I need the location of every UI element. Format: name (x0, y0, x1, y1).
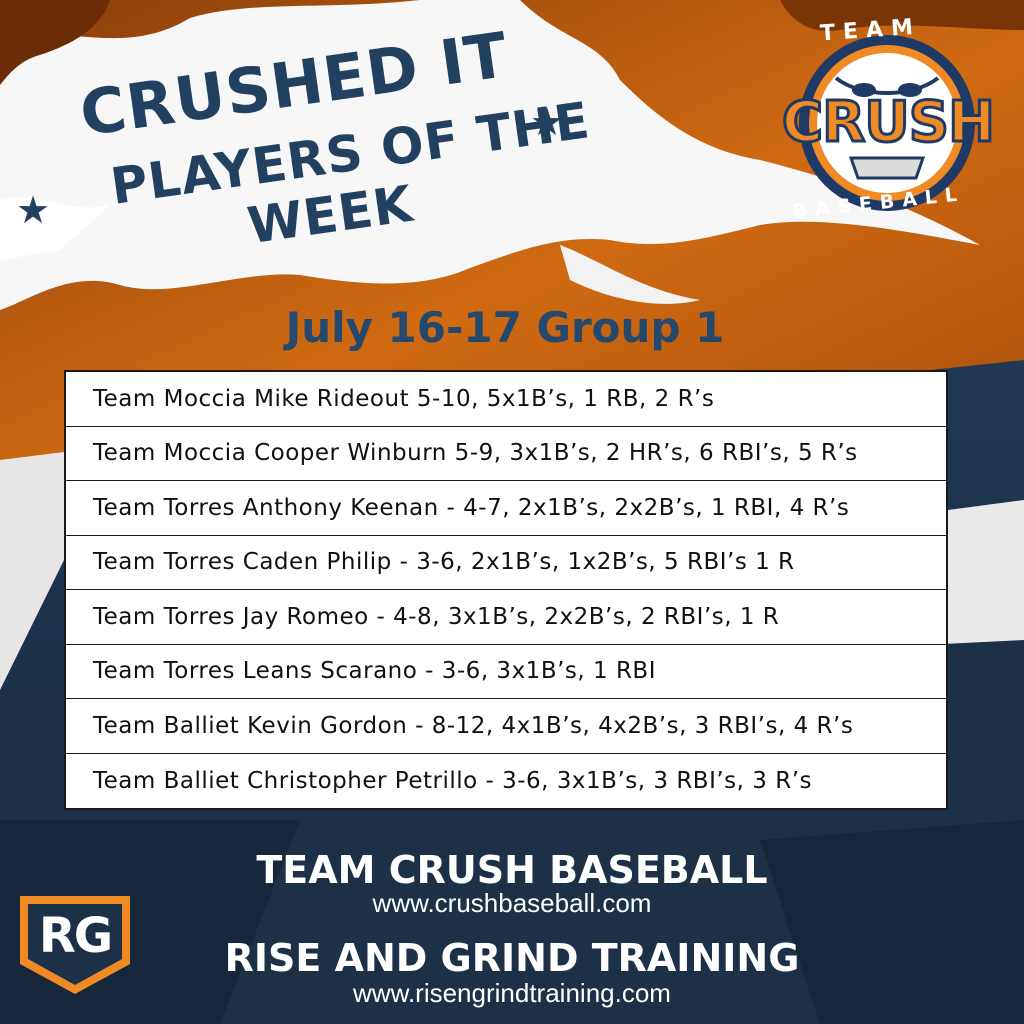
player-row: Team Moccia Mike Rideout 5-10, 5x1B’s, 1… (66, 372, 946, 427)
player-row: Team Torres Jay Romeo - 4-8, 3x1B’s, 2x2… (66, 590, 946, 645)
player-row: Team Balliet Christopher Petrillo - 3-6,… (93, 767, 812, 794)
player-row: Team Torres Anthony Keenan - 4-7, 2x1B’s… (66, 481, 946, 536)
org2-url[interactable]: www.risengrindtraining.com (353, 978, 671, 1008)
logo-main-text: CRUSH (781, 89, 997, 157)
star-icon-left: ★ (16, 188, 51, 232)
event-date-group: July 16-17 Group 1 (285, 303, 725, 352)
org1-name: TEAM CRUSH BASEBALL (256, 848, 768, 892)
players-table: Team Moccia Mike Rideout 5-10, 5x1B’s, 1… (64, 370, 948, 810)
player-row: Team Torres Leans Scarano - 3-6, 3x1B’s,… (66, 645, 946, 699)
org1-url[interactable]: www.crushbaseball.com (372, 888, 652, 918)
player-row: Team Torres Caden Philip - 3-6, 2x1B’s, … (66, 536, 946, 590)
baseball-logo-icon (799, 35, 975, 211)
player-row: Team Moccia Cooper Winburn 5-9, 3x1B’s, … (66, 427, 946, 481)
rise-and-grind-badge: RG (16, 894, 134, 996)
team-crush-logo: TEAM CRUSH BASEBALL (756, 15, 1018, 228)
player-row: Team Balliet Kevin Gordon - 8-12, 4x1B’s… (66, 699, 946, 754)
star-icon-right: ★ (530, 100, 565, 144)
shield-icon (20, 896, 130, 994)
org2-name: RISE AND GRIND TRAINING (224, 936, 800, 980)
badge-text: RG (38, 908, 113, 964)
